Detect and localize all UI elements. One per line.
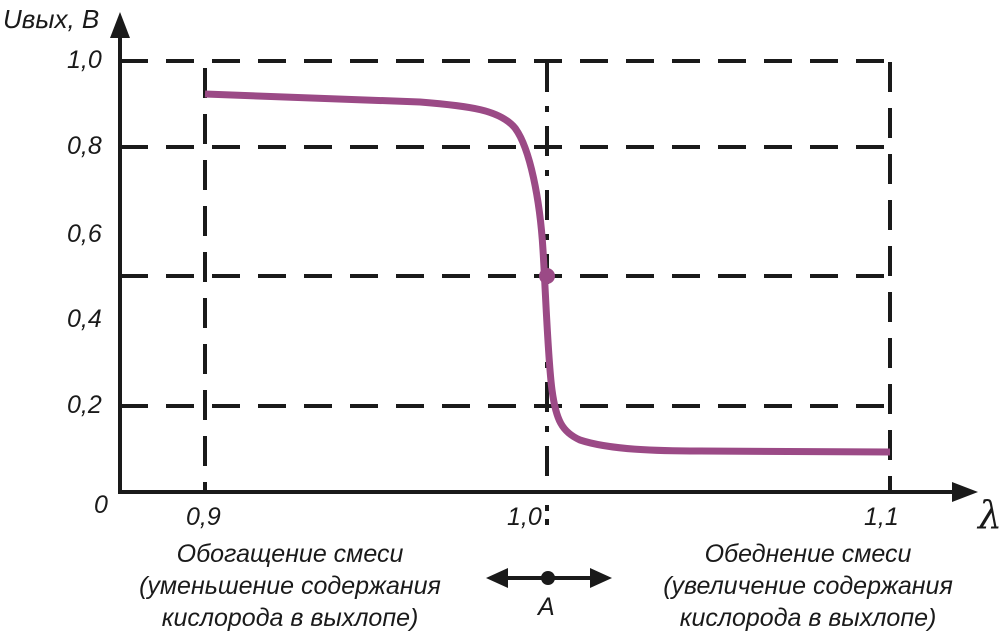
voltage-curve xyxy=(204,90,891,456)
double-arrow-icon xyxy=(486,568,612,588)
left-caption-line: Обогащение смеси xyxy=(176,540,404,568)
y-tick-label: 0,8 xyxy=(67,132,102,160)
y-tick-label: 0,2 xyxy=(67,391,102,419)
right-caption-line: Обеднение смеси xyxy=(704,540,912,568)
left-caption-line: кислорода в выхлопе) xyxy=(161,604,419,632)
y-tick-label: 0,4 xyxy=(67,305,102,333)
left-caption-line: (уменьшение содержания xyxy=(139,572,441,600)
axes xyxy=(118,30,960,494)
point-a-marker xyxy=(539,268,555,284)
x-tick-label: 1,0 xyxy=(507,503,542,531)
point-a-label: A xyxy=(538,593,555,621)
x-tick-label: 1,1 xyxy=(864,503,899,531)
right-caption: Обеднение смеси (увеличение содержания к… xyxy=(618,538,998,634)
right-caption-line: (увеличение содержания xyxy=(663,572,953,600)
y-axis-title: Uвых, В xyxy=(3,4,100,34)
origin-label: 0 xyxy=(94,491,108,519)
y-axis-arrow-icon xyxy=(110,12,130,38)
y-tick-label: 1,0 xyxy=(67,46,102,74)
x-axis-title: λ xyxy=(978,493,1000,537)
x-axis-arrow-icon xyxy=(952,482,978,502)
left-caption: Обогащение смеси (уменьшение содержания … xyxy=(100,538,480,634)
h-gridlines xyxy=(120,59,892,408)
right-caption-line: кислорода в выхлопе) xyxy=(679,604,937,632)
y-tick-label: 0,6 xyxy=(67,220,102,248)
x-tick-label: 0,9 xyxy=(186,503,221,531)
